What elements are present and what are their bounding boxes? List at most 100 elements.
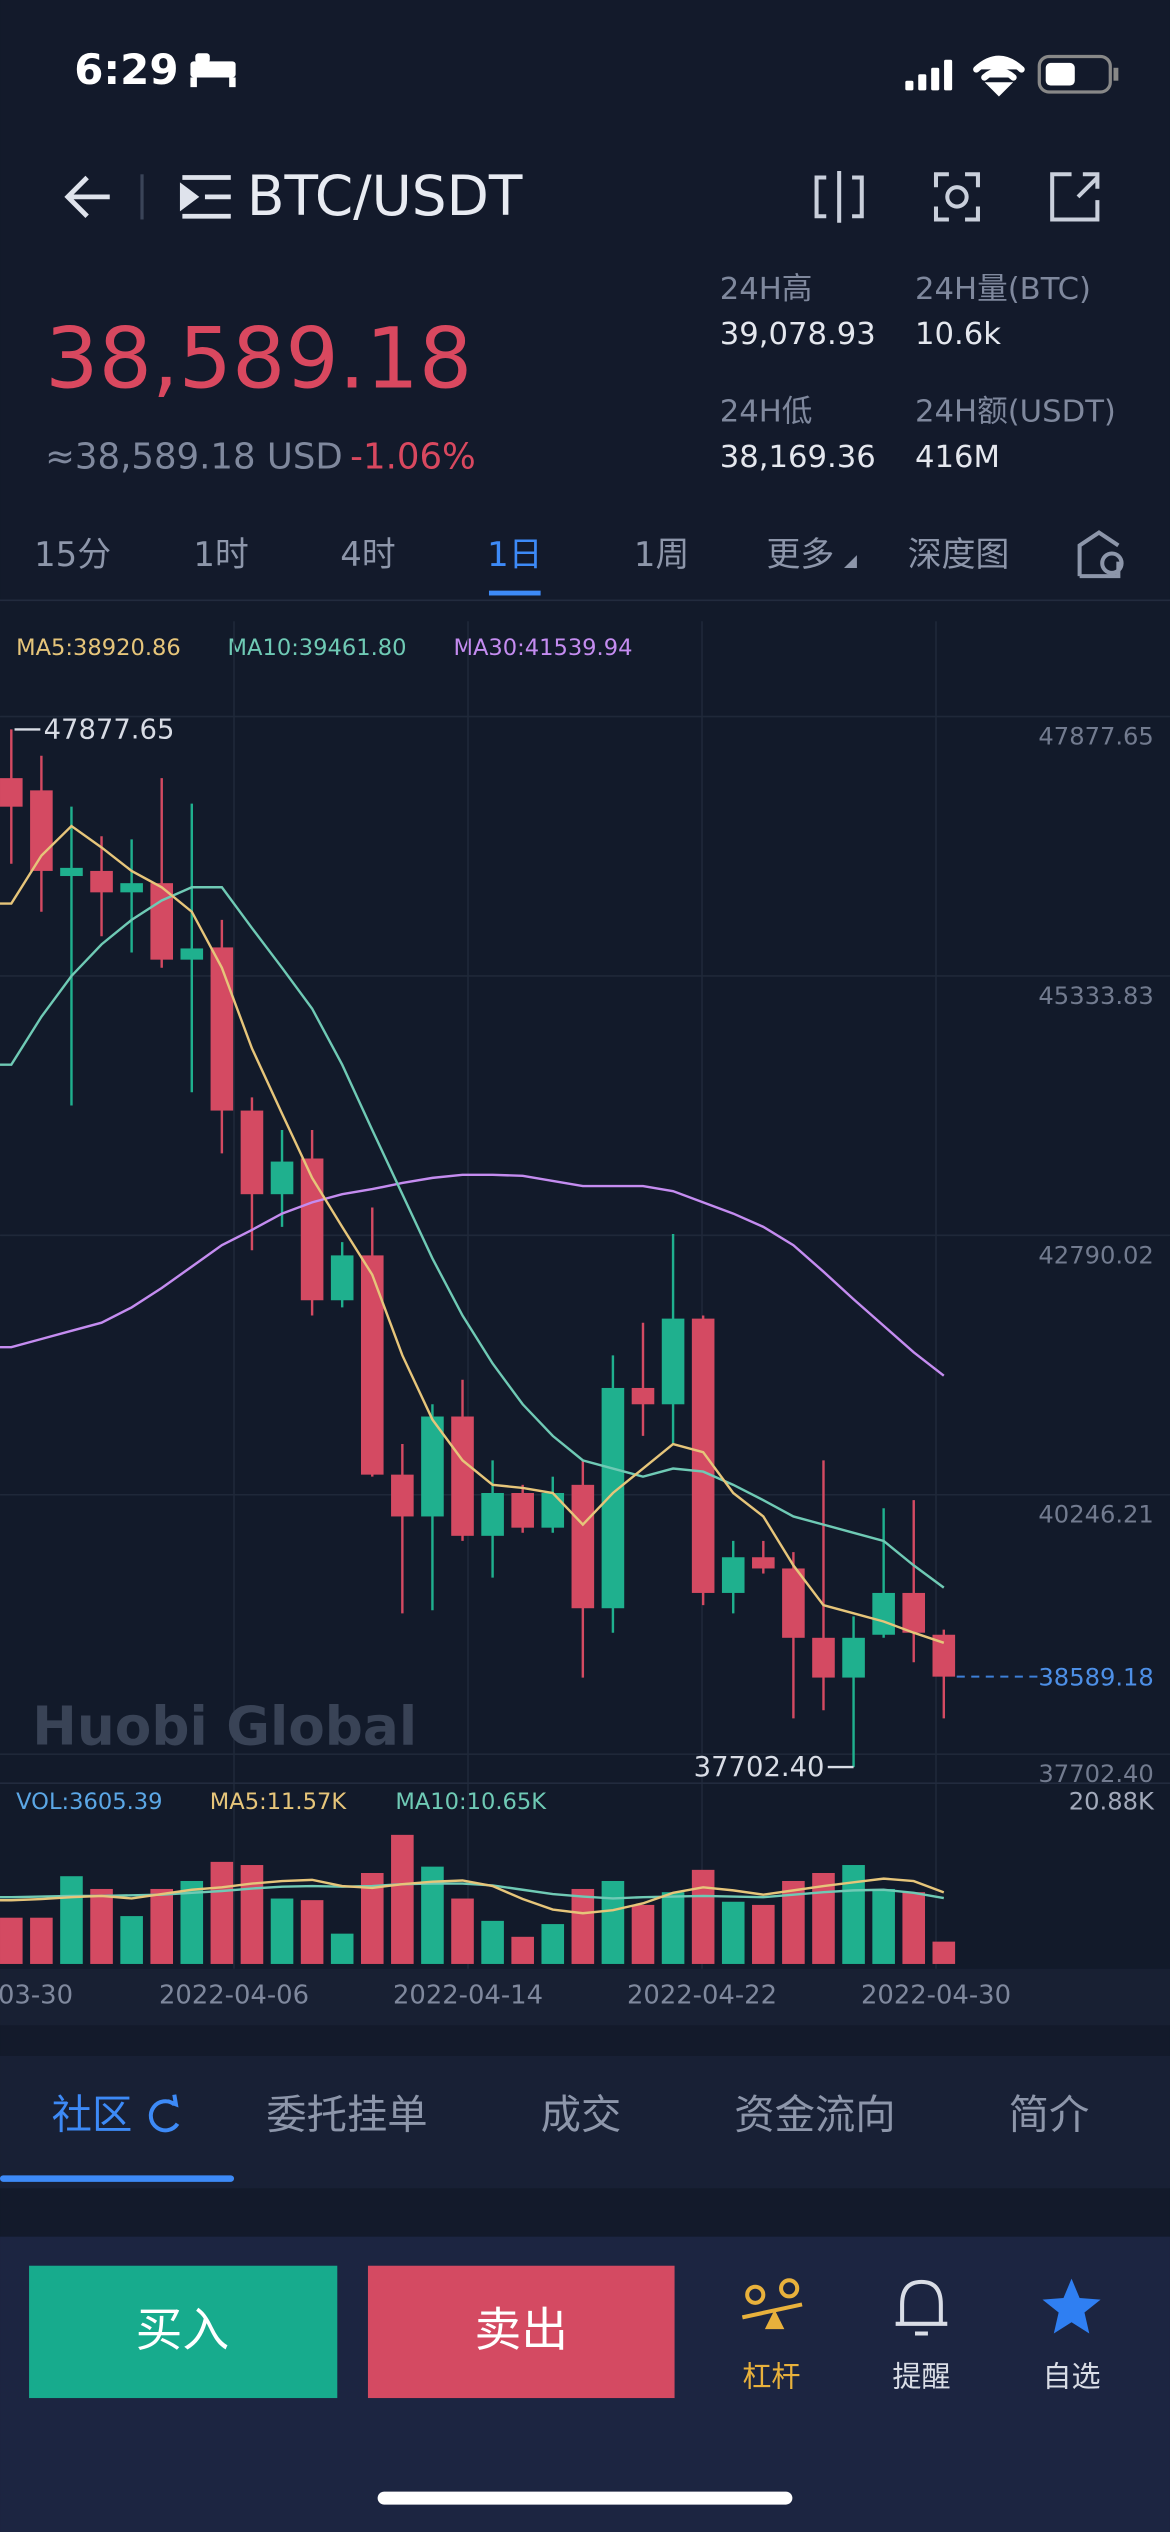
volume-bar — [782, 1880, 805, 1964]
volume-bar — [842, 1865, 865, 1964]
section-tab[interactable]: 简介 — [1009, 2091, 1090, 2138]
volume-bar — [481, 1920, 504, 1964]
candle-body — [421, 1416, 444, 1517]
volume-bar — [721, 1901, 745, 1964]
candle-body — [842, 1637, 865, 1678]
candle-body — [270, 1161, 294, 1195]
candle-body — [782, 1568, 805, 1638]
low-label: 37702.40 — [694, 1752, 825, 1783]
interval-tab[interactable]: 1周 — [634, 535, 689, 574]
ma10-line — [0, 886, 945, 1589]
section-tab[interactable]: 委托挂单 — [266, 2091, 427, 2138]
volume-bar — [391, 1834, 414, 1964]
refresh-icon — [148, 2094, 180, 2133]
pair[interactable]: BTC/USDT — [247, 164, 523, 228]
more-arrow — [844, 555, 857, 569]
interval-tab[interactable]: 1日 — [487, 535, 542, 574]
nav-label: 提醒 — [892, 2360, 950, 2394]
volume-bar — [240, 1865, 264, 1964]
high-label: 47877.65 — [44, 715, 175, 746]
candle-body — [481, 1492, 504, 1536]
candle-body — [0, 778, 23, 807]
menu-icon[interactable] — [179, 175, 231, 219]
compare-icon[interactable] — [814, 171, 864, 223]
candle-body — [391, 1474, 414, 1517]
candle-body — [752, 1557, 775, 1569]
ma5-line — [0, 824, 945, 1644]
change: -1.06% — [350, 436, 476, 477]
volume-bar — [902, 1892, 926, 1964]
candle-body — [300, 1158, 324, 1301]
interval-tab[interactable]: 1时 — [193, 535, 248, 574]
candle-body — [812, 1637, 835, 1678]
last-price-label: 38589.18 — [1038, 1663, 1153, 1691]
interval-tab[interactable]: 15分 — [34, 535, 111, 574]
sell-button[interactable] — [367, 2265, 675, 2399]
candle-body — [872, 1592, 895, 1635]
vol-ma10-line — [0, 1882, 945, 1900]
candle-body — [691, 1318, 715, 1593]
volume-bar — [421, 1866, 444, 1964]
vol-legend: MA5:11.57K — [210, 1789, 348, 1815]
stat-label: 24H高 — [720, 272, 813, 307]
buy-button[interactable] — [29, 2265, 338, 2399]
stat-value: 38,169.36 — [720, 440, 876, 475]
candle-body — [210, 947, 234, 1111]
alert-icon[interactable] — [895, 2279, 948, 2336]
volume-bar — [300, 1900, 324, 1964]
section-tab[interactable]: 成交 — [541, 2091, 622, 2138]
candle-body — [902, 1592, 926, 1633]
nav-label: 自选 — [1043, 2360, 1101, 2394]
back-button[interactable] — [64, 175, 110, 218]
x-tick-label: 2022-04-22 — [627, 1981, 777, 2011]
y-tick-label: 47877.65 — [1038, 722, 1153, 750]
volume-bar — [60, 1876, 83, 1964]
candle-body — [541, 1492, 565, 1528]
time: 6:29 — [74, 45, 178, 94]
interval-tab[interactable]: 更多 — [767, 535, 835, 574]
volume-bar — [210, 1861, 234, 1964]
vol-tick-label: 20.88K — [1069, 1788, 1155, 1816]
tab-underline — [0, 2175, 235, 2182]
ma-legend: MA30:41539.94 — [453, 635, 632, 661]
x-tick-label: 2022-04-30 — [861, 1981, 1011, 2011]
watermark: Huobi Global — [32, 1696, 417, 1758]
interval-tab[interactable]: 深度图 — [908, 535, 1010, 574]
y-tick-label: 45333.83 — [1038, 982, 1153, 1010]
candle-body — [120, 883, 143, 893]
home-indicator — [377, 2491, 793, 2505]
date-strip — [0, 1968, 1170, 2026]
tab-bar — [0, 2055, 1170, 2189]
interval-tab[interactable]: 4时 — [340, 535, 395, 574]
settings-icon[interactable] — [1077, 530, 1121, 579]
x-tick-label: 03-30 — [0, 1981, 73, 2011]
candle-body — [661, 1318, 685, 1405]
x-tick-label: 2022-04-06 — [159, 1981, 309, 2011]
settings-gear — [1100, 551, 1124, 575]
share-icon[interactable] — [1050, 172, 1100, 222]
stat-label: 24H低 — [720, 395, 813, 430]
section-tab[interactable]: 社区 — [52, 2091, 133, 2138]
wifi-icon — [973, 55, 1025, 97]
y-tick-label: 42790.02 — [1038, 1241, 1153, 1269]
volume-bar — [541, 1924, 565, 1964]
x-tick-label: 2022-04-14 — [393, 1981, 543, 2011]
candle-body — [631, 1387, 655, 1405]
stat-value: 39,078.93 — [720, 317, 876, 352]
signal-icon — [905, 59, 953, 91]
volume-bar — [631, 1904, 655, 1964]
favorite-icon[interactable] — [1042, 2278, 1101, 2334]
screenshot-icon[interactable] — [933, 172, 980, 222]
section-tab[interactable]: 资金流向 — [734, 2091, 895, 2138]
candle-body — [90, 870, 113, 893]
candle-body — [601, 1387, 625, 1609]
volume-bar — [120, 1916, 143, 1964]
nav-label: 杠杆 — [742, 2360, 800, 2394]
stat-label: 24H量(BTC) — [915, 272, 1091, 307]
leverage-icon[interactable] — [741, 2278, 803, 2330]
volume-bar — [150, 1888, 174, 1964]
usd-price: ≈38,589.18 USD — [45, 436, 343, 477]
volume-bar — [451, 1898, 474, 1964]
volume-bar — [872, 1888, 895, 1964]
y-tick-label: 40246.21 — [1038, 1501, 1153, 1529]
